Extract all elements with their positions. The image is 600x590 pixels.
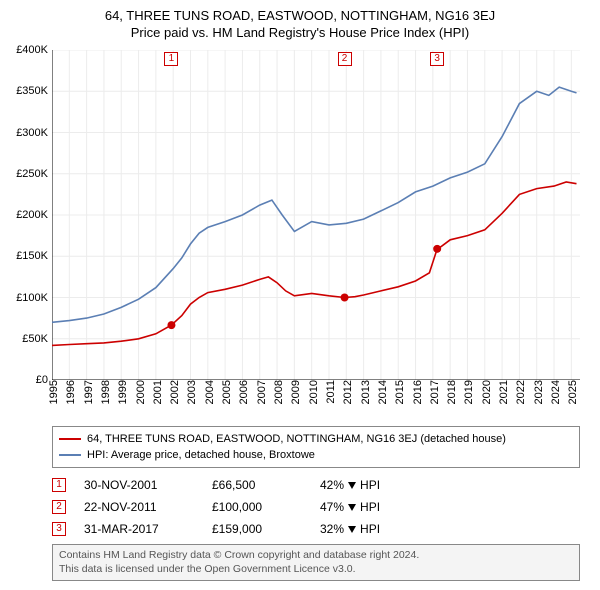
transaction-hpi-diff: 42% HPI [320,478,380,492]
legend-label: HPI: Average price, detached house, Brox… [87,447,315,463]
x-tick-label: 2009 [290,380,302,404]
arrow-down-icon [348,482,356,489]
transaction-row: 1 30-NOV-2001 £66,500 42% HPI [52,478,580,492]
x-tick-label: 2023 [533,380,545,404]
chart-marker-3: 3 [430,52,444,66]
x-tick-label: 2003 [186,380,198,404]
legend-item: 64, THREE TUNS ROAD, EASTWOOD, NOTTINGHA… [59,431,573,447]
x-tick-label: 2024 [550,380,562,404]
transaction-date: 30-NOV-2001 [84,478,194,492]
chart-area: £0£50K£100K£150K£200K£250K£300K£350K£400… [52,50,580,420]
x-tick-label: 2005 [221,380,233,404]
y-tick-label: £300K [16,127,52,139]
data-point-marker [167,321,175,329]
transaction-hpi-diff: 47% HPI [320,500,380,514]
x-tick-label: 2007 [256,380,268,404]
x-tick-label: 2022 [515,380,527,404]
series-line-1 [52,87,577,322]
x-tick-label: 2020 [481,380,493,404]
transaction-marker: 2 [52,500,66,514]
chart-title: 64, THREE TUNS ROAD, EASTWOOD, NOTTINGHA… [12,8,588,23]
transaction-row: 2 22-NOV-2011 £100,000 47% HPI [52,500,580,514]
y-tick-label: £50K [22,333,52,345]
x-tick-label: 2016 [412,380,424,404]
legend-swatch [59,438,81,440]
transaction-price: £159,000 [212,522,302,536]
x-tick-label: 1999 [117,380,129,404]
chart-subtitle: Price paid vs. HM Land Registry's House … [12,25,588,40]
x-tick-label: 1996 [65,380,77,404]
title-block: 64, THREE TUNS ROAD, EASTWOOD, NOTTINGHA… [12,8,588,40]
x-tick-label: 2017 [429,380,441,404]
transactions-table: 1 30-NOV-2001 £66,500 42% HPI 2 22-NOV-2011 £10… [52,478,580,536]
y-tick-label: £200K [16,209,52,221]
x-tick-label: 2004 [204,380,216,404]
x-tick-label: 2008 [273,380,285,404]
x-tick-label: 2019 [463,380,475,404]
x-tick-label: 2002 [169,380,181,404]
y-tick-label: £100K [16,292,52,304]
diff-label: HPI [360,522,380,536]
legend-label: 64, THREE TUNS ROAD, EASTWOOD, NOTTINGHA… [87,431,506,447]
y-tick-label: £400K [16,44,52,56]
x-tick-label: 2018 [446,380,458,404]
y-tick-label: £250K [16,168,52,180]
legend-swatch [59,454,81,456]
footer-line-2: This data is licensed under the Open Gov… [59,563,573,577]
arrow-down-icon [348,504,356,511]
transaction-date: 31-MAR-2017 [84,522,194,536]
x-tick-label: 2025 [567,380,579,404]
y-tick-label: £350K [16,85,52,97]
transaction-price: £66,500 [212,478,302,492]
chart-marker-2: 2 [338,52,352,66]
chart-marker-1: 1 [164,52,178,66]
chart-svg [52,50,580,380]
data-point-marker [433,245,441,253]
series-line-0 [52,182,577,345]
x-tick-label: 1997 [83,380,95,404]
data-point-marker [341,294,349,302]
arrow-down-icon [348,526,356,533]
diff-percent: 47% [320,500,344,514]
x-tick-label: 2011 [325,380,337,404]
diff-percent: 32% [320,522,344,536]
x-tick-label: 2010 [308,380,320,404]
y-tick-label: £150K [16,250,52,262]
x-tick-label: 2006 [238,380,250,404]
x-tick-label: 2012 [342,380,354,404]
transaction-row: 3 31-MAR-2017 £159,000 32% HPI [52,522,580,536]
diff-percent: 42% [320,478,344,492]
footer-attribution: Contains HM Land Registry data © Crown c… [52,544,580,581]
chart-container: 64, THREE TUNS ROAD, EASTWOOD, NOTTINGHA… [0,0,600,590]
footer-line-1: Contains HM Land Registry data © Crown c… [59,549,573,563]
x-tick-label: 2013 [360,380,372,404]
diff-label: HPI [360,478,380,492]
legend-item: HPI: Average price, detached house, Brox… [59,447,573,463]
x-tick-label: 2021 [498,380,510,404]
x-tick-label: 2014 [377,380,389,404]
transaction-hpi-diff: 32% HPI [320,522,380,536]
x-tick-label: 2001 [152,380,164,404]
transaction-price: £100,000 [212,500,302,514]
legend: 64, THREE TUNS ROAD, EASTWOOD, NOTTINGHA… [52,426,580,468]
transaction-marker: 1 [52,478,66,492]
diff-label: HPI [360,500,380,514]
x-tick-label: 2000 [135,380,147,404]
transaction-marker: 3 [52,522,66,536]
chart-plot: £0£50K£100K£150K£200K£250K£300K£350K£400… [52,50,580,380]
transaction-date: 22-NOV-2011 [84,500,194,514]
x-tick-label: 1995 [48,380,60,404]
x-tick-label: 1998 [100,380,112,404]
x-tick-label: 2015 [394,380,406,404]
